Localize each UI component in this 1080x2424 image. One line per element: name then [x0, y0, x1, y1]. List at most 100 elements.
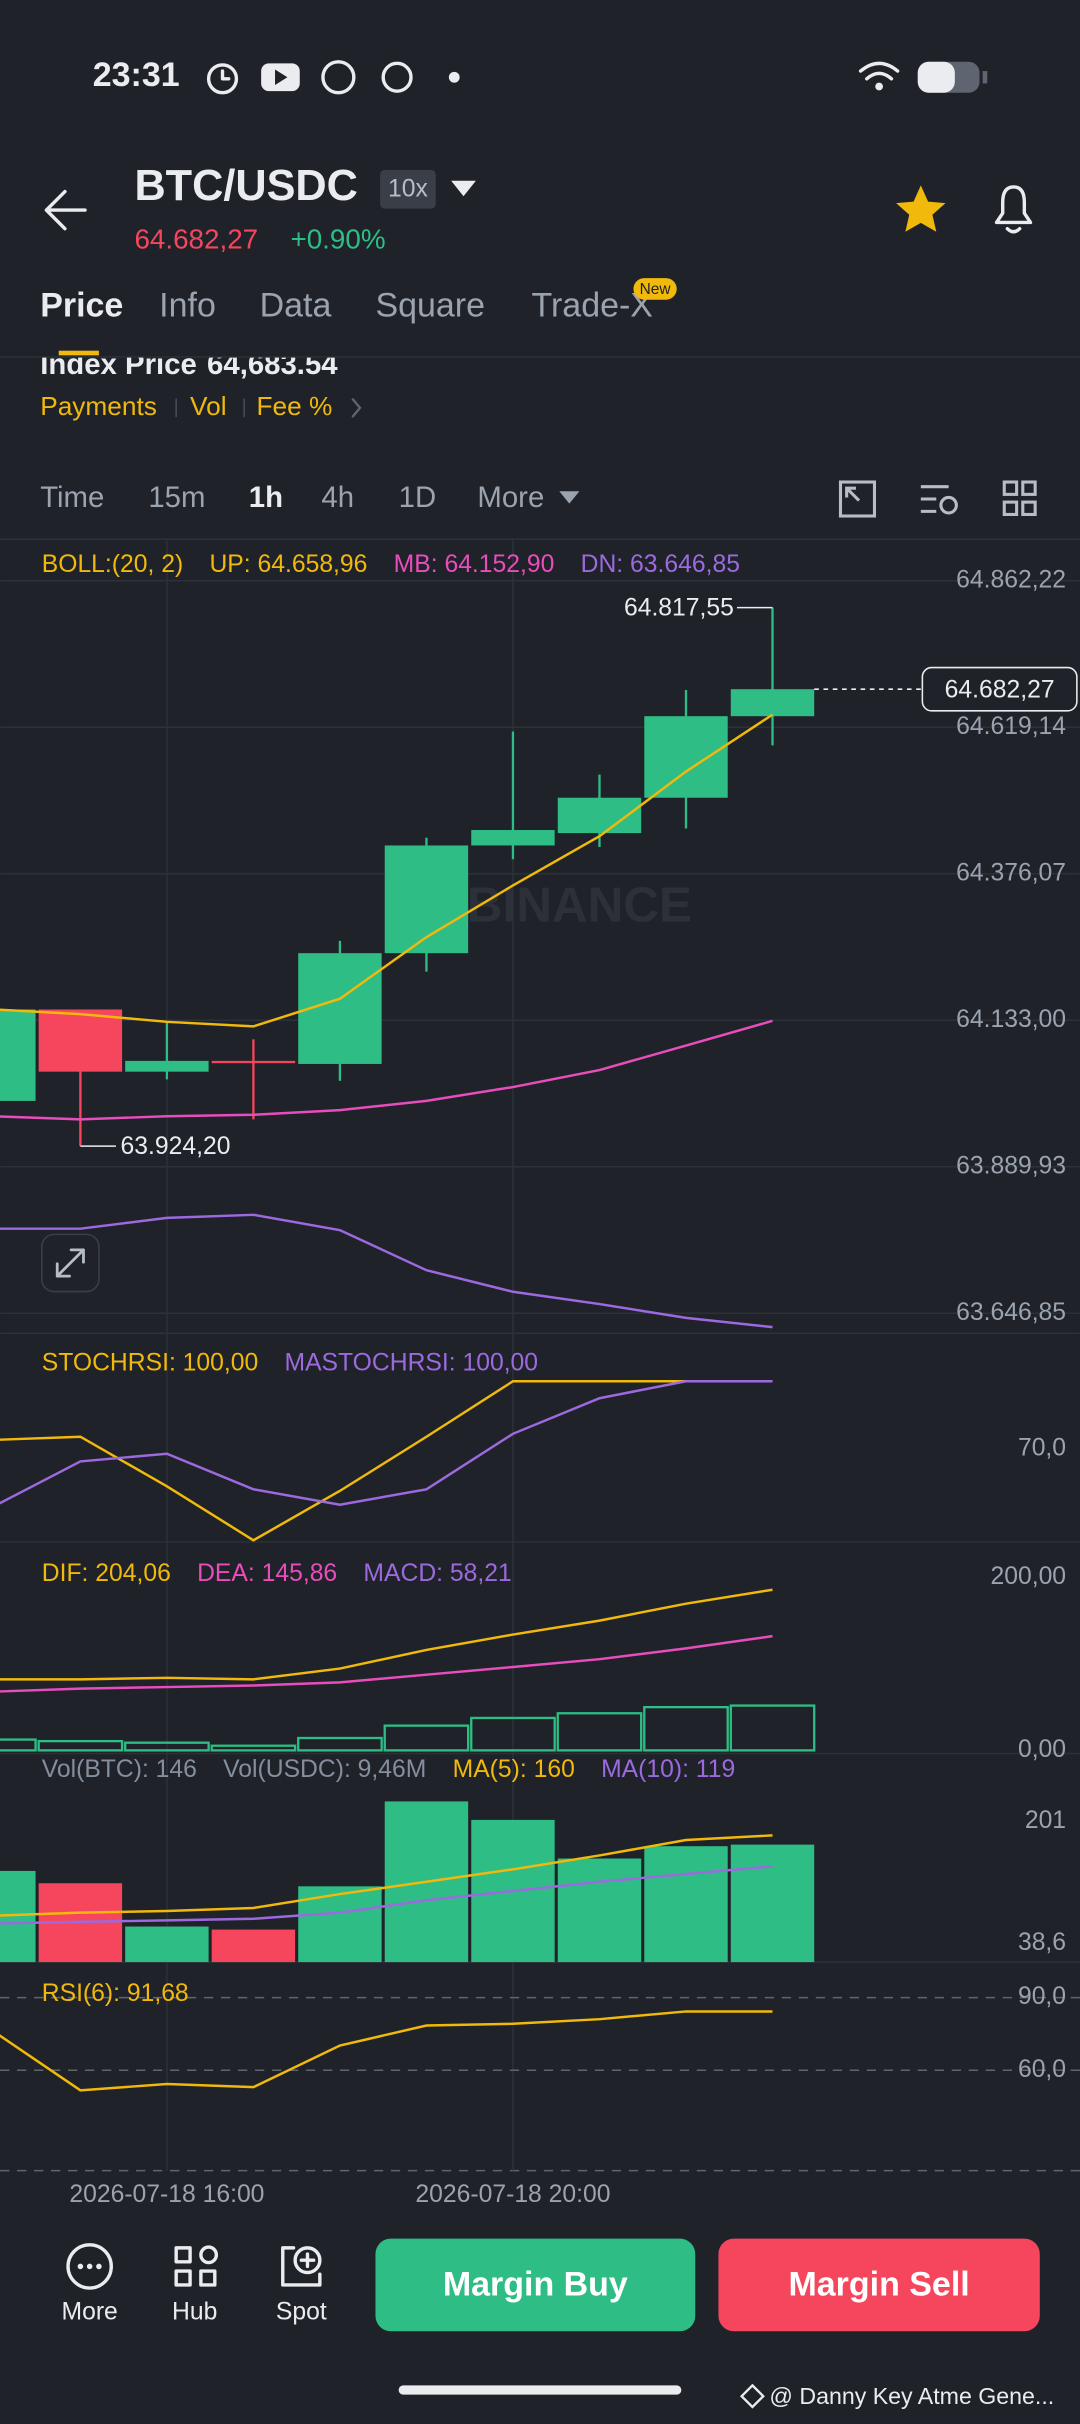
clock: 23:31	[93, 56, 180, 94]
nav-label[interactable]: Spot	[276, 2298, 327, 2325]
new-badge-text: New	[640, 281, 672, 298]
interval[interactable]: 15m	[148, 481, 205, 514]
home-indicator	[398, 2385, 682, 2395]
chart: 2026-07-18 16:00 2026-07-18 20:00 64.862,2…	[0, 540, 1080, 2208]
candle-body	[471, 830, 555, 846]
price-change: +0.90%	[290, 223, 385, 254]
alerts[interactable]	[994, 185, 1033, 234]
last-price: 64.682,27	[134, 223, 258, 254]
y-tick-label: 0,00	[1018, 1736, 1066, 1763]
bar	[556, 1712, 643, 1752]
legend-label: STOCHRSI: 100,00	[42, 1350, 258, 1377]
tab[interactable]: Trade-X	[532, 286, 653, 324]
indicator-line	[0, 2010, 773, 2092]
bar	[37, 1739, 124, 1752]
nav-label[interactable]: More	[62, 2298, 118, 2325]
bar	[644, 1846, 728, 1963]
tab[interactable]: Data	[260, 286, 332, 324]
high-label: 64.817,55	[624, 595, 734, 622]
favorite[interactable]	[896, 185, 946, 232]
tab[interactable]: Info	[159, 286, 216, 324]
margin-sell-label[interactable]: Margin Sell	[789, 2265, 970, 2303]
legend-label: MA(5): 160	[453, 1756, 575, 1783]
candle-body	[211, 1060, 296, 1064]
link[interactable]: Payments	[40, 391, 157, 421]
y-tick-label: 60,0	[1018, 2056, 1066, 2083]
indicator-line	[0, 1019, 773, 1121]
bar	[124, 1741, 210, 1752]
last-price-tag	[921, 666, 1078, 712]
tab[interactable]: Square	[375, 286, 485, 324]
legend-label: RSI(6): 91,68	[42, 1980, 189, 2007]
bar	[383, 1724, 470, 1752]
y-tick-label: 90,0	[1018, 1983, 1066, 2010]
y-tick-label: 64.133,00	[956, 1006, 1066, 1033]
bar	[730, 1844, 815, 1963]
legend-label: DIF: 204,06	[42, 1560, 171, 1587]
legend-label: DEA: 145,86	[197, 1560, 337, 1587]
bar	[210, 1744, 297, 1752]
interval[interactable]: 1D	[399, 481, 437, 514]
indicator-line	[0, 1213, 773, 1329]
interval[interactable]: Time	[40, 481, 104, 514]
legend-label: Vol(BTC): 146	[42, 1756, 197, 1783]
tab[interactable]: Price	[40, 286, 123, 324]
tab-indicator	[58, 350, 99, 356]
interval[interactable]: More	[477, 481, 544, 514]
expand-button[interactable]	[40, 1233, 100, 1293]
legend-label: MA(10): 119	[601, 1756, 735, 1783]
chart-tools[interactable]	[838, 480, 1037, 518]
y-tick-label: 63.646,85	[956, 1299, 1066, 1326]
pair-dropdown[interactable]	[451, 180, 476, 197]
candle-body	[644, 716, 728, 798]
bar	[470, 1716, 556, 1752]
link[interactable]: Fee %	[257, 391, 333, 421]
bar	[211, 1929, 296, 1963]
legend-label: UP: 64.658,96	[209, 551, 367, 578]
candle-body	[730, 689, 815, 717]
indicator-line	[0, 1380, 773, 1542]
y-tick-label: 64.619,14	[956, 713, 1066, 740]
bar	[297, 1736, 383, 1752]
chevron	[351, 397, 362, 418]
nav-hub[interactable]: Hub	[172, 2245, 219, 2325]
candle-body	[384, 845, 469, 954]
y-tick-label: 38,6	[1018, 1929, 1066, 1956]
back-button[interactable]	[44, 189, 87, 231]
y-tick-label: 64.376,07	[956, 859, 1066, 886]
x-tick-label: 2026-07-18 20:00	[415, 2181, 610, 2208]
legend-label: BOLL:(20, 2)	[42, 551, 183, 578]
tab-bar	[0, 265, 1080, 357]
interval[interactable]: 4h	[321, 481, 354, 514]
y-tick-label: 64.862,22	[956, 566, 1066, 593]
indicator-line	[0, 713, 774, 1028]
last-price-label: 64.682,27	[945, 676, 1055, 703]
margin-sell-button[interactable]	[718, 2238, 1040, 2332]
legend-label: Vol(USDC): 9,46M	[223, 1756, 426, 1783]
bar	[557, 1858, 642, 1963]
leverage-badge	[380, 169, 436, 209]
y-tick-label: 70,0	[1018, 1435, 1066, 1462]
margin-buy-button[interactable]	[375, 2238, 696, 2332]
low-label: 63.924,20	[121, 1133, 231, 1160]
watermark: @ Danny Key Atme Gene...	[769, 2383, 1054, 2409]
indicator-line	[0, 1380, 773, 1506]
link[interactable]: Vol	[190, 391, 227, 421]
indicator-line	[0, 1588, 773, 1681]
nav-more[interactable]: More	[62, 2243, 118, 2326]
legend-label: MACD: 58,21	[363, 1560, 511, 1587]
legend-label: MB: 64.152,90	[394, 551, 555, 578]
nav-spot[interactable]: Spot	[276, 2246, 327, 2325]
bar	[729, 1704, 816, 1752]
watermark-icon	[739, 2383, 765, 2409]
bar	[0, 1738, 37, 1752]
nav-label[interactable]: Hub	[172, 2298, 217, 2325]
y-tick-label: 201	[1025, 1807, 1066, 1834]
more-dropdown	[559, 491, 580, 504]
margin-buy-label[interactable]: Margin Buy	[443, 2265, 628, 2303]
indicator-line	[0, 1865, 773, 1925]
pair: BTC/USDC	[134, 162, 357, 210]
interval[interactable]: 1h	[249, 481, 283, 514]
